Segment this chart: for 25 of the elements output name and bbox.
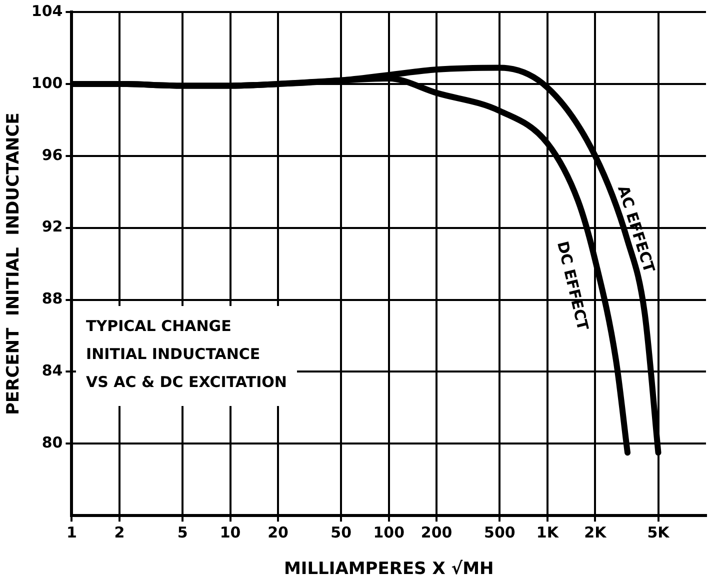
x-tick-label: 1K <box>536 523 560 542</box>
x-tick-label: 50 <box>330 523 352 542</box>
x-tick-label: 5 <box>177 523 188 542</box>
y-tick-label: 80 <box>42 434 63 452</box>
x-tick-label: 2 <box>114 523 125 542</box>
x-tick-label: 20 <box>268 523 288 542</box>
x-tick-label: 500 <box>484 523 516 542</box>
x-tick-label: 1 <box>66 523 77 542</box>
y-tick-label: 88 <box>42 290 63 308</box>
y-tick-label: 100 <box>31 74 63 92</box>
y-tick-label: 84 <box>42 362 63 380</box>
annotation: VS AC & DC EXCITATION <box>86 372 287 393</box>
x-tick-label: 5K <box>647 523 671 542</box>
x-axis-title: MILLIAMPERES X √MH <box>284 559 494 580</box>
annotation: INITIAL INDUCTANCE <box>86 344 262 365</box>
y-axis-title: PERCENT INITIAL INDUCTANCE <box>4 112 24 415</box>
text: DC EFFECT <box>553 240 592 333</box>
y-tick-label: 96 <box>42 146 63 164</box>
y-tick-label: 104 <box>31 2 63 20</box>
x-tick-label: 2K <box>584 523 608 542</box>
y-tick-label: 92 <box>42 218 63 236</box>
x-tick-label: 10 <box>220 523 241 542</box>
x-tick-label: 200 <box>420 523 452 542</box>
annotation: TYPICAL CHANGE <box>86 316 232 337</box>
x-tick-label: 100 <box>373 523 405 542</box>
